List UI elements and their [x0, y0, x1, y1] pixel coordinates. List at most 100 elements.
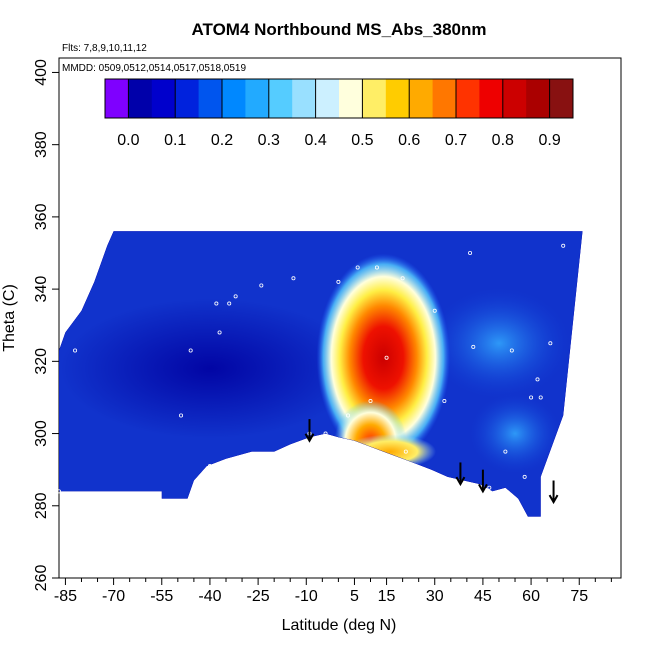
colorbar-swatch	[409, 79, 434, 118]
y-axis-label: Theta (C)	[1, 284, 18, 352]
sample-point	[355, 265, 360, 270]
x-tick-label: 15	[378, 588, 396, 605]
field-blue-plume	[428, 288, 569, 399]
colorbar-swatch	[339, 79, 363, 118]
colorbar-swatch	[245, 79, 270, 118]
sample-point	[188, 348, 193, 353]
sample-point	[487, 485, 492, 490]
y-tick-label: 380	[33, 131, 50, 158]
x-tick-label: -10	[295, 588, 318, 605]
field-low-region	[59, 298, 360, 439]
sample-point	[561, 243, 566, 248]
sample-points	[57, 243, 566, 494]
sample-point	[538, 395, 543, 400]
colorbar-swatch	[175, 79, 200, 118]
colorbar-swatch	[456, 79, 480, 118]
colorbar: 0.0 0.1 0.2 0.3 0.4 0.5 0.6 0.7 0.8 0.9	[104, 78, 574, 149]
x-axis: -85 -70 -55 -40 -25 -10 5 15 30 45 60 75	[54, 578, 612, 605]
x-tick-label: 30	[426, 588, 444, 605]
x-tick-label: -25	[247, 588, 270, 605]
sample-point	[503, 449, 508, 454]
chart-title: ATOM4 Northbound MS_Abs_380nm	[191, 20, 486, 39]
flights-annotation: Flts: 7,8,9,10,11,12	[62, 43, 147, 54]
colorbar-swatch	[479, 79, 504, 118]
sample-point	[522, 474, 527, 479]
sample-point	[400, 276, 405, 281]
sample-point	[365, 445, 370, 450]
field-blue-plume	[470, 393, 561, 474]
colorbar-swatch	[385, 79, 410, 118]
arrow-head	[304, 433, 315, 443]
colorbar-swatch	[222, 79, 246, 118]
x-tick-label: -40	[198, 588, 221, 605]
colorbar-tick-label: 0.4	[304, 132, 326, 149]
colorbar-tick-label: 0.2	[211, 132, 233, 149]
y-tick-label: 360	[33, 203, 50, 230]
arrow-head	[478, 483, 488, 494]
sample-point	[535, 377, 540, 382]
sample-point	[384, 355, 389, 360]
y-tick-label: 340	[33, 276, 50, 303]
y-tick-label: 400	[33, 59, 50, 86]
sample-point	[432, 308, 437, 313]
x-tick-label: 45	[474, 588, 492, 605]
sample-point	[179, 413, 184, 418]
sample-point	[346, 413, 351, 418]
sample-point	[509, 348, 514, 353]
colorbar-swatch	[432, 79, 457, 118]
colorbar-swatch	[526, 79, 551, 118]
sample-point	[442, 399, 447, 404]
colorbar-swatch	[151, 79, 176, 118]
sample-point	[217, 330, 222, 335]
colorbar-swatch	[549, 79, 574, 118]
sample-point	[403, 449, 408, 454]
y-tick-label: 280	[33, 492, 50, 519]
sample-point	[233, 294, 238, 299]
colorbar-swatch	[315, 79, 340, 118]
colorbar-tick-label: 0.1	[164, 132, 186, 149]
sample-point	[291, 276, 296, 281]
sample-point	[529, 395, 534, 400]
sample-point	[548, 341, 553, 346]
colorbar-tick-label: 0.7	[445, 132, 467, 149]
y-tick-label: 260	[33, 565, 50, 592]
x-tick-label: 5	[350, 588, 359, 605]
sample-point	[73, 348, 78, 353]
colorbar-tick-label: 0.3	[258, 132, 280, 149]
sample-point	[471, 344, 476, 349]
sample-point	[368, 399, 373, 404]
sample-point	[259, 283, 264, 288]
x-tick-label: 75	[570, 588, 588, 605]
colorbar-tick-label: 0.9	[538, 132, 560, 149]
dates-annotation: MMDD: 0509,0512,0514,0517,0518,0519	[62, 63, 246, 74]
colorbar-swatch	[362, 79, 387, 118]
colorbar-frame	[104, 78, 574, 119]
hotspot	[343, 434, 437, 469]
colorbar-swatch	[502, 79, 527, 118]
colorbar-swatch	[292, 79, 317, 118]
plot-frame	[58, 57, 622, 579]
arrow-head	[548, 494, 559, 505]
colorbar-tick-label: 0.6	[398, 132, 420, 149]
y-axis: 260 280 300 320 340 360 380 400	[33, 59, 59, 591]
colorbar-swatch	[128, 79, 153, 118]
x-tick-label: -55	[150, 588, 173, 605]
colorbar-tick-label: 0.5	[351, 132, 373, 149]
x-tick-label: -85	[54, 588, 77, 605]
y-tick-label: 300	[33, 420, 50, 447]
colorbar-swatch	[198, 79, 223, 118]
colorbar-tick-label: 0.8	[492, 132, 514, 149]
arrow-head	[455, 476, 466, 487]
colorbar-swatch	[268, 79, 293, 118]
x-tick-label: 60	[522, 588, 540, 605]
x-tick-label: -70	[102, 588, 125, 605]
colorbar-tick-label: 0.0	[117, 132, 139, 149]
sample-point	[57, 489, 62, 494]
domain-outline	[59, 231, 583, 517]
arrow-markers	[304, 419, 559, 505]
sample-point	[323, 431, 328, 436]
sample-point	[214, 301, 219, 306]
sample-point	[468, 250, 473, 255]
sample-point	[336, 279, 341, 284]
